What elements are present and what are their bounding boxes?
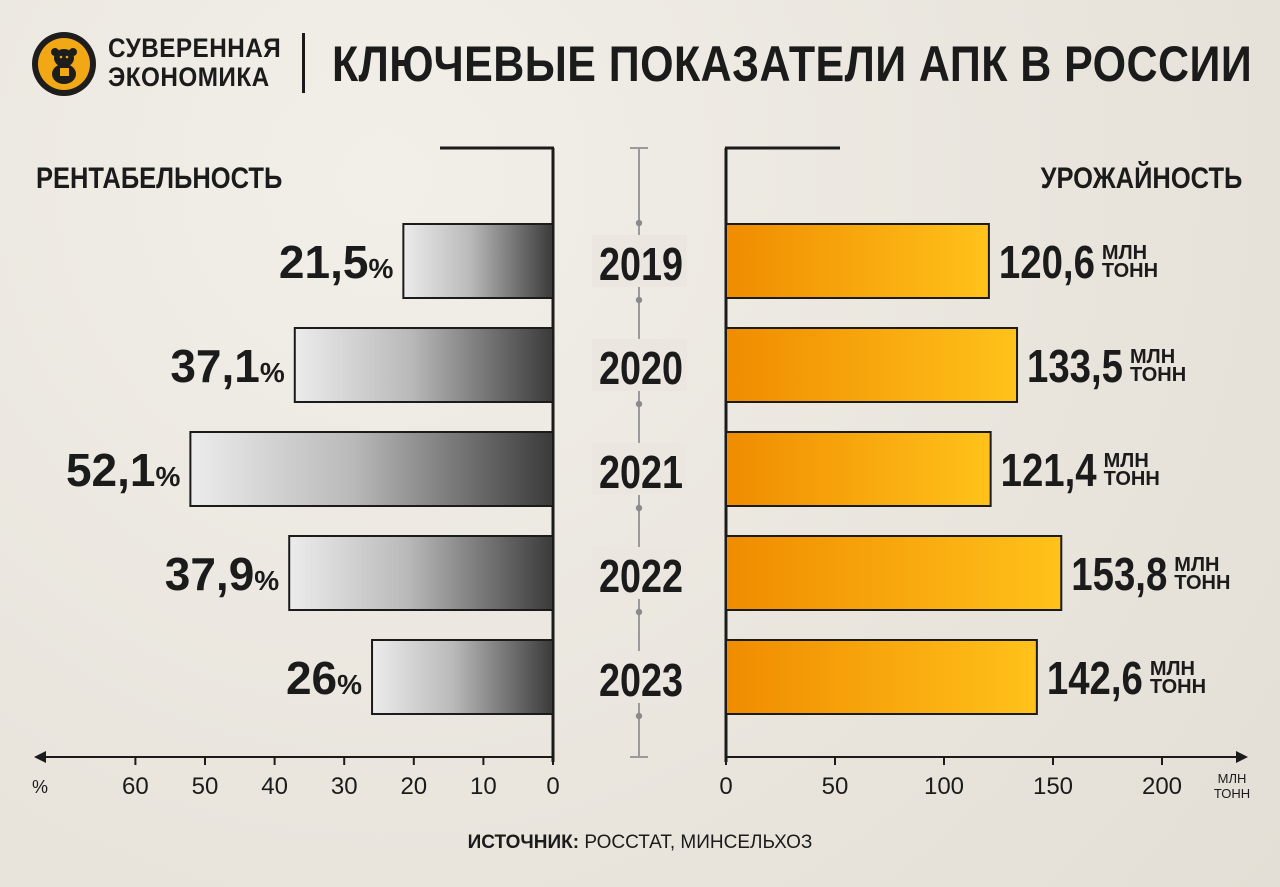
header-divider	[302, 33, 305, 93]
right-axis-tick-label: 200	[1142, 773, 1182, 800]
yield-value-label: 120,6	[999, 236, 1095, 288]
left-axis-arrow	[34, 751, 46, 763]
yield-bar	[725, 639, 1038, 715]
source-text: РОССТАТ, МИНСЕЛЬХОЗ	[584, 832, 813, 853]
right-axis-tick-label: 0	[719, 773, 732, 800]
yield-unit-label: МЛН	[1174, 554, 1219, 576]
yield-bar	[725, 431, 992, 507]
header: СУВЕРЕННАЯ ЭКОНОМИКА КЛЮЧЕВЫЕ ПОКАЗАТЕЛИ…	[0, 0, 1280, 130]
brand-line-1: СУВЕРЕННАЯ	[108, 33, 282, 63]
timeline-dot	[635, 608, 643, 616]
yield-value-label: 133,5	[1027, 340, 1123, 392]
right-axis-unit-label: МЛН	[1218, 771, 1247, 786]
yield-unit-label: МЛН	[1104, 450, 1149, 472]
source-label: ИСТОЧНИК:	[467, 832, 580, 853]
yield-unit-label: ТОНН	[1150, 676, 1206, 698]
yield-unit-label: МЛН	[1150, 658, 1195, 680]
year-label-bg	[592, 443, 687, 495]
profitability-value-label: 52,1%	[66, 444, 181, 496]
year-label-bg	[592, 547, 687, 599]
right-axis-tick-label: 100	[924, 773, 964, 800]
yield-unit-label: ТОНН	[1104, 468, 1160, 490]
timeline-dot	[635, 400, 643, 408]
right-axis-tick-label: 150	[1033, 773, 1073, 800]
left-axis-tick-label: 50	[192, 773, 219, 800]
year-label-bg	[592, 651, 687, 703]
left-axis-tick-label: 40	[261, 773, 288, 800]
year-label: 2022	[599, 550, 683, 602]
profitability-bar	[288, 535, 554, 611]
yield-bar	[725, 223, 990, 299]
year-label: 2021	[599, 446, 683, 498]
brand-line-2: ЭКОНОМИКА	[108, 62, 270, 92]
profitability-bar	[402, 223, 554, 299]
logo	[32, 32, 96, 96]
right-panel-title: УРОЖАЙНОСТЬ	[1040, 162, 1242, 195]
right-axis-unit-label: ТОНН	[1214, 786, 1250, 801]
profitability-bar	[189, 431, 554, 507]
left-axis-tick-label: 20	[400, 773, 427, 800]
year-label: 2019	[599, 238, 683, 290]
yield-unit-label: МЛН	[1102, 242, 1147, 264]
year-label: 2023	[599, 654, 683, 706]
page-title: КЛЮЧЕВЫЕ ПОКАЗАТЕЛИ АПК В РОССИИ	[332, 36, 1253, 92]
yield-value-label: 121,4	[1001, 444, 1097, 496]
timeline-dot	[635, 219, 643, 227]
yield-bar	[725, 535, 1063, 611]
year-label: 2020	[599, 342, 683, 394]
yield-unit-label: ТОНН	[1102, 260, 1158, 282]
bear-icon	[38, 38, 90, 90]
left-axis-tick-label: 10	[470, 773, 497, 800]
yield-value-label: 142,6	[1047, 652, 1143, 704]
year-label-bg	[592, 235, 687, 287]
source-note: ИСТОЧНИК: РОССТАТ, МИНСЕЛЬХОЗ	[0, 832, 1280, 854]
left-axis-unit-label: %	[32, 777, 48, 797]
right-axis-tick-label: 50	[822, 773, 849, 800]
left-axis-tick-label: 30	[331, 773, 358, 800]
profitability-bar	[293, 327, 554, 403]
timeline-dot	[635, 712, 643, 720]
year-label-bg	[592, 339, 687, 391]
profitability-value-label: 21,5%	[279, 236, 394, 288]
profitability-bar	[371, 639, 555, 715]
left-panel-title: РЕНТАБЕЛЬНОСТЬ	[36, 162, 283, 195]
timeline-dot	[635, 504, 643, 512]
yield-unit-label: ТОНН	[1174, 572, 1230, 594]
yield-unit-label: ТОНН	[1130, 364, 1186, 386]
yield-value-label: 153,8	[1071, 548, 1167, 600]
brand-name: СУВЕРЕННАЯ ЭКОНОМИКА	[108, 34, 281, 92]
yield-unit-label: МЛН	[1130, 346, 1175, 368]
right-axis-arrow	[1236, 751, 1248, 763]
left-axis-tick-label: 0	[546, 773, 559, 800]
profitability-value-label: 37,1%	[170, 340, 285, 392]
profitability-value-label: 37,9%	[165, 548, 280, 600]
profitability-value-label: 26%	[286, 652, 362, 704]
yield-bar	[725, 327, 1019, 403]
left-axis-tick-label: 60	[122, 773, 149, 800]
timeline-dot	[635, 296, 643, 304]
